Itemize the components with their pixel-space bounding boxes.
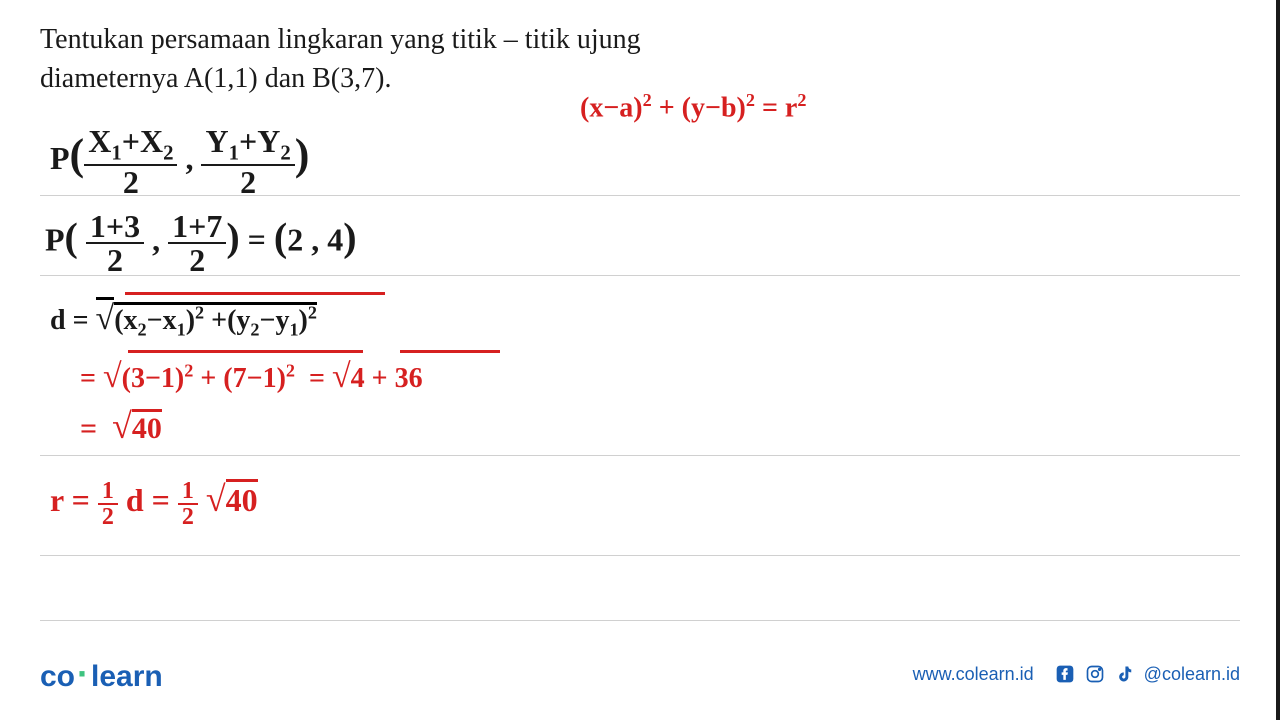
social-links: @colearn.id xyxy=(1054,663,1240,685)
distance-formula: d = √(x2−x1)2 +(y2−y1)2 xyxy=(50,300,317,341)
social-handle: @colearn.id xyxy=(1144,664,1240,685)
question-line1: Tentukan persamaan lingkaran yang titik … xyxy=(40,20,1240,59)
sqrt-overline xyxy=(125,292,385,295)
right-border xyxy=(1276,0,1280,720)
instagram-icon xyxy=(1084,663,1106,685)
logo-co: co xyxy=(40,660,75,693)
question-text: Tentukan persamaan lingkaran yang titik … xyxy=(40,20,1240,98)
footer-right: www.colearn.id @colearn.id xyxy=(913,663,1240,685)
midpoint-calculation: P( 1+32 , 1+72) = (2 , 4) xyxy=(45,210,357,276)
logo-dot: · xyxy=(75,653,91,694)
ruled-line xyxy=(40,620,1240,621)
midpoint-formula: P(X1+X22 , Y1+Y22) xyxy=(50,125,309,198)
facebook-icon xyxy=(1054,663,1076,685)
circle-equation-formula: (x−a)2 + (y−b)2 = r2 xyxy=(580,90,806,124)
distance-calc-1: = √(3−1)2 + (7−1)2 = √4 + 36 xyxy=(80,358,423,396)
sqrt-overline xyxy=(128,350,363,353)
logo-learn: learn xyxy=(91,660,163,693)
website-url: www.colearn.id xyxy=(913,664,1034,685)
distance-calc-2: = √40 xyxy=(80,405,162,447)
tiktok-icon xyxy=(1114,663,1136,685)
logo: co·learn xyxy=(40,653,163,695)
ruled-line xyxy=(40,455,1240,456)
ruled-line xyxy=(40,555,1240,556)
sqrt-overline xyxy=(400,350,500,353)
footer: co·learn www.colearn.id @colearn.id xyxy=(40,653,1240,695)
radius-calculation: r = 12 d = 12 √40 xyxy=(50,478,258,529)
document-page: Tentukan persamaan lingkaran yang titik … xyxy=(0,0,1280,720)
